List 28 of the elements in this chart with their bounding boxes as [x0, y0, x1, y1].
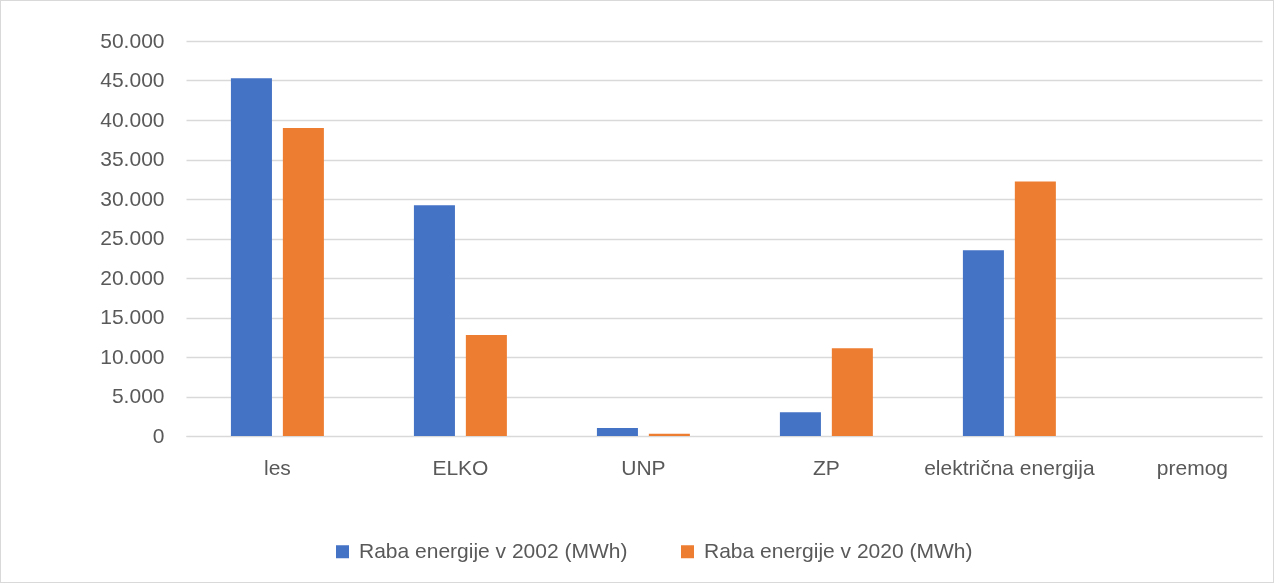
legend-label: Raba energije v 2002 (MWh)	[359, 538, 628, 562]
y-tick-label: 25.000	[100, 226, 165, 249]
y-tick-label: 5.000	[111, 384, 165, 407]
y-tick-label: 30.000	[100, 186, 165, 210]
y-tick-label: 45.000	[100, 68, 165, 91]
bar	[282, 127, 324, 436]
bar	[596, 428, 638, 436]
x-tick-label: ZP	[812, 455, 840, 479]
bar	[230, 78, 272, 436]
y-tick-label: 20.000	[100, 265, 165, 289]
legend-label: Raba energije v 2020 (MWh)	[704, 538, 973, 562]
y-tick-label: 15.000	[100, 305, 165, 328]
y-tick-label: 40.000	[100, 107, 165, 131]
y-tick-label: 0	[152, 423, 165, 447]
bar	[465, 334, 507, 436]
y-tick-label: 35.000	[100, 147, 165, 170]
x-tick-label: premog	[1156, 455, 1228, 479]
y-tick-label: 50.000	[100, 28, 165, 52]
x-tick-label: UNP	[621, 455, 666, 479]
x-tick-label: ELKO	[432, 455, 489, 479]
y-tick-label: 10.000	[100, 344, 165, 368]
bar	[413, 205, 455, 436]
bar	[962, 250, 1004, 436]
bar	[831, 348, 873, 436]
x-tick-label: električna energija	[924, 455, 1095, 479]
x-tick-label: les	[263, 455, 291, 479]
bar	[779, 412, 821, 436]
bar	[1014, 181, 1056, 436]
